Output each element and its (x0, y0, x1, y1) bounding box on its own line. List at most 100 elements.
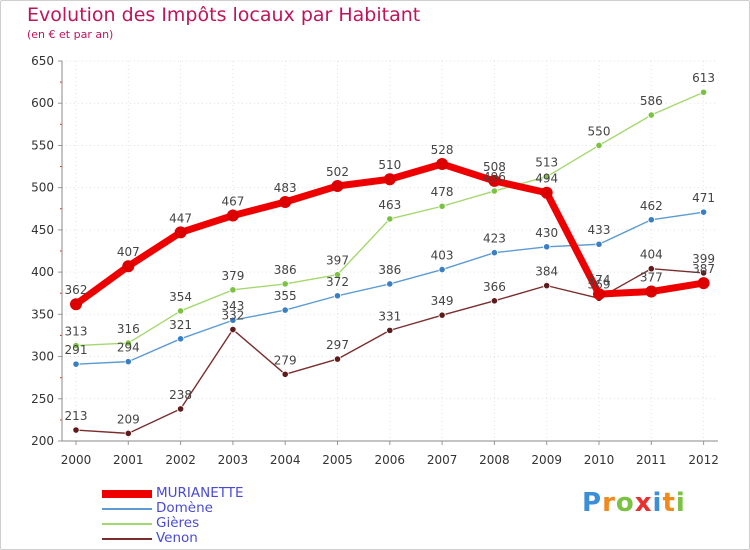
data-point (177, 307, 185, 315)
legend-swatch (102, 490, 152, 498)
data-label: 331 (378, 309, 401, 323)
data-point (645, 285, 658, 298)
legend-swatch (102, 538, 152, 540)
logo-letter: r (602, 488, 616, 518)
data-label: 433 (588, 223, 611, 237)
data-label: 355 (274, 289, 297, 303)
data-label: 332 (221, 309, 244, 323)
data-point (490, 297, 498, 305)
data-label: 209 (117, 412, 140, 426)
data-point (699, 208, 708, 216)
data-point (281, 280, 289, 288)
data-point (543, 282, 551, 290)
data-label: 447 (169, 211, 192, 225)
data-point (72, 360, 80, 368)
data-point (229, 325, 237, 334)
y-tick-label: 400 (31, 265, 54, 279)
data-point (593, 288, 605, 301)
data-label: 362 (65, 283, 88, 297)
logo-letter: o (615, 488, 635, 518)
data-point (543, 243, 551, 251)
y-tick-label: 600 (31, 96, 54, 110)
data-point (177, 335, 185, 343)
data-label: 377 (640, 271, 663, 285)
data-point (333, 271, 342, 279)
logo-letter: P (582, 488, 603, 518)
data-label: 494 (535, 172, 558, 186)
x-tick-label: 2003 (218, 453, 249, 467)
data-label: 467 (221, 195, 244, 209)
data-point (595, 141, 603, 150)
legend-label: Venon (156, 530, 198, 546)
data-label: 291 (65, 343, 88, 357)
data-point (490, 249, 498, 257)
data-point (540, 186, 553, 199)
data-point (386, 326, 394, 334)
data-point (647, 265, 655, 273)
data-point (124, 429, 132, 437)
data-point (647, 216, 655, 224)
data-label: 496 (483, 170, 506, 184)
logo-letter: i (652, 488, 663, 518)
data-label: 478 (431, 185, 454, 199)
data-point (72, 341, 80, 350)
data-label: 403 (431, 249, 454, 263)
y-tick-label: 500 (31, 181, 54, 195)
logo-letter: i (675, 488, 686, 518)
x-tick-label: 2007 (427, 453, 458, 467)
data-point (438, 202, 446, 210)
data-point (174, 226, 187, 239)
data-point (490, 187, 498, 195)
data-label: 321 (169, 318, 192, 332)
data-label: 404 (640, 248, 663, 262)
data-label: 463 (378, 198, 401, 212)
x-tick-label: 2004 (270, 453, 301, 467)
data-label: 513 (535, 156, 558, 170)
x-tick-label: 2010 (584, 453, 615, 467)
data-point (177, 405, 185, 413)
data-label: 349 (431, 294, 454, 308)
data-point (281, 370, 289, 378)
legend-label: Domène (156, 500, 213, 516)
legend-label: Gières (156, 515, 200, 531)
data-point (70, 298, 82, 311)
y-tick-label: 350 (31, 307, 54, 321)
data-label: 613 (692, 71, 715, 85)
data-label: 386 (274, 263, 297, 277)
x-tick-label: 2000 (61, 453, 92, 467)
data-label: 387 (692, 262, 715, 276)
data-point (124, 339, 132, 347)
data-label: 238 (169, 388, 192, 402)
data-point (386, 215, 394, 223)
data-point (595, 240, 603, 248)
data-point (438, 265, 446, 274)
data-point (697, 277, 710, 290)
data-point (488, 174, 501, 187)
data-label: 372 (326, 275, 349, 289)
data-label: 407 (117, 245, 140, 259)
y-tick-label: 550 (31, 138, 54, 152)
data-label: 313 (65, 325, 88, 339)
data-point (72, 426, 80, 434)
data-point (122, 260, 135, 273)
data-label: 430 (535, 226, 558, 240)
y-tick-label: 250 (31, 392, 54, 406)
data-label: 528 (431, 143, 454, 157)
data-point (647, 111, 655, 119)
data-point (699, 269, 708, 277)
data-label: 399 (692, 252, 715, 266)
data-label: 483 (274, 181, 297, 195)
y-tick-label: 650 (31, 54, 54, 68)
data-label: 502 (326, 165, 349, 179)
data-label: 369 (588, 277, 611, 291)
data-point (438, 311, 446, 319)
data-label: 213 (65, 409, 88, 423)
x-tick-label: 2011 (636, 453, 667, 467)
data-point (124, 358, 132, 366)
data-point (229, 286, 237, 294)
data-label: 294 (117, 341, 140, 355)
data-label: 386 (378, 263, 401, 277)
data-label: 510 (378, 158, 401, 172)
data-label: 397 (326, 254, 349, 268)
